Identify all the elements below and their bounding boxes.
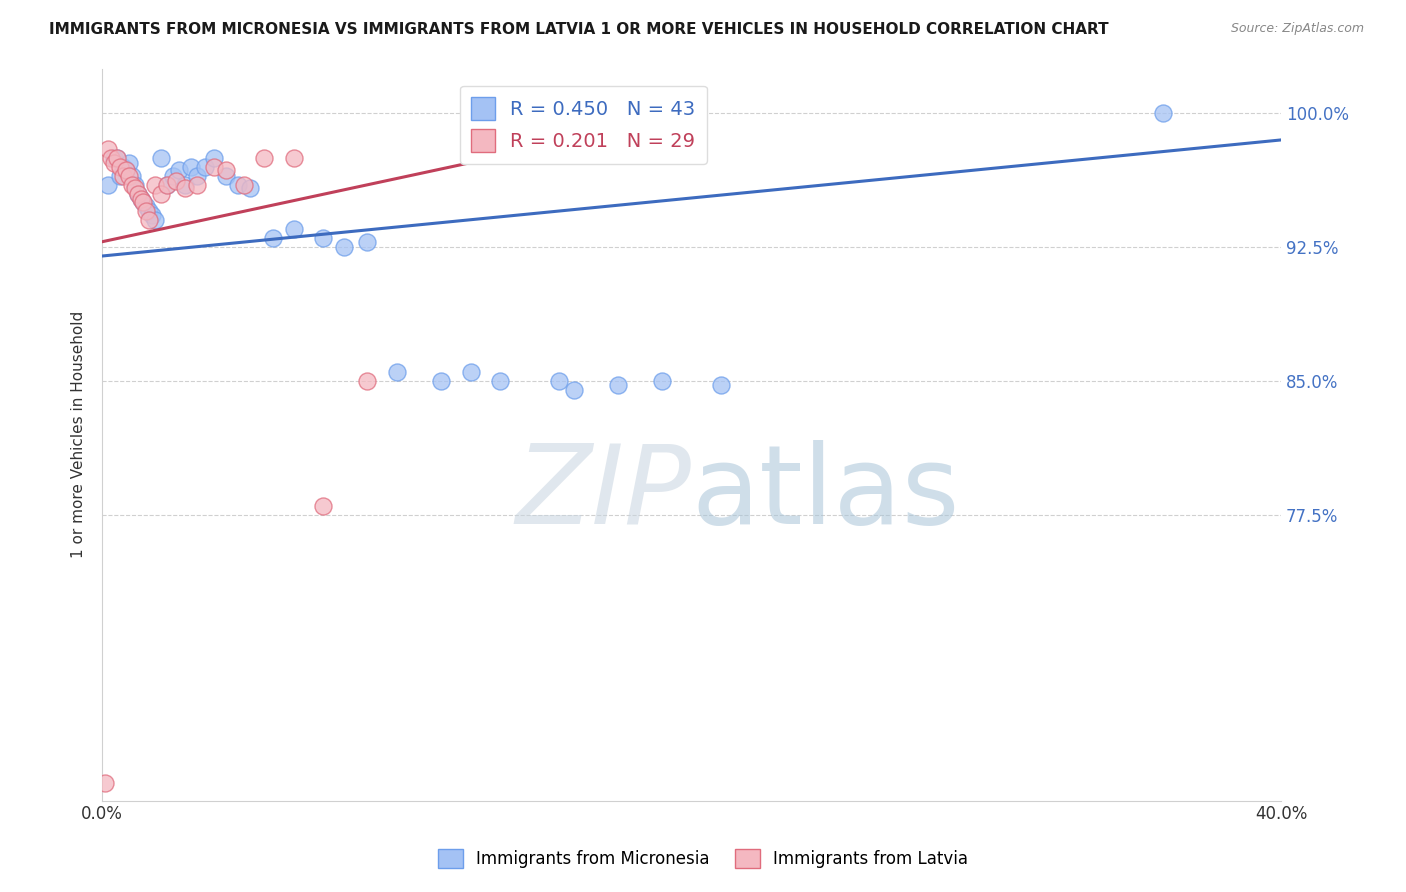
Point <box>283 222 305 236</box>
Point <box>100 151 122 165</box>
Point <box>460 365 482 379</box>
Point <box>97 142 120 156</box>
Point <box>132 195 155 210</box>
Point <box>118 169 141 183</box>
Point <box>232 178 254 192</box>
Point <box>173 181 195 195</box>
Point <box>489 374 512 388</box>
Point <box>138 204 160 219</box>
Legend: R = 0.450   N = 43, R = 0.201   N = 29: R = 0.450 N = 43, R = 0.201 N = 29 <box>460 86 707 163</box>
Point <box>94 776 117 790</box>
Point <box>186 169 208 183</box>
Point <box>97 178 120 192</box>
Point <box>333 240 356 254</box>
Point <box>150 186 173 201</box>
Y-axis label: 1 or more Vehicles in Household: 1 or more Vehicles in Household <box>72 311 86 558</box>
Point <box>111 169 134 183</box>
Point <box>124 181 146 195</box>
Point <box>129 192 152 206</box>
Point <box>127 186 149 201</box>
Point <box>202 160 225 174</box>
Point <box>162 169 184 183</box>
Point <box>127 186 149 201</box>
Point <box>124 178 146 192</box>
Text: IMMIGRANTS FROM MICRONESIA VS IMMIGRANTS FROM LATVIA 1 OR MORE VEHICLES IN HOUSE: IMMIGRANTS FROM MICRONESIA VS IMMIGRANTS… <box>49 22 1109 37</box>
Point <box>103 151 125 165</box>
Point <box>156 178 179 192</box>
Point <box>215 169 238 183</box>
Point <box>312 499 335 513</box>
Point <box>1152 106 1174 120</box>
Point <box>253 151 276 165</box>
Point <box>141 208 163 222</box>
Point <box>143 178 166 192</box>
Point <box>356 374 378 388</box>
Point <box>108 169 131 183</box>
Point <box>238 181 260 195</box>
Point <box>114 163 136 178</box>
Point <box>165 174 187 188</box>
Point <box>606 377 628 392</box>
Text: ZIP: ZIP <box>516 440 692 547</box>
Point <box>132 195 155 210</box>
Point <box>562 383 585 397</box>
Point <box>135 204 157 219</box>
Point <box>262 231 284 245</box>
Point <box>103 156 125 170</box>
Point <box>150 151 173 165</box>
Point <box>143 213 166 227</box>
Point <box>138 213 160 227</box>
Point <box>385 365 408 379</box>
Point <box>167 163 190 178</box>
Point <box>430 374 453 388</box>
Text: atlas: atlas <box>692 440 960 547</box>
Point <box>121 169 143 183</box>
Point <box>105 151 128 165</box>
Point <box>114 163 136 178</box>
Point <box>710 377 733 392</box>
Point <box>356 235 378 249</box>
Point <box>202 151 225 165</box>
Point <box>226 178 249 192</box>
Point <box>129 192 152 206</box>
Point <box>548 374 571 388</box>
Point <box>173 178 195 192</box>
Text: Source: ZipAtlas.com: Source: ZipAtlas.com <box>1230 22 1364 36</box>
Point <box>180 160 202 174</box>
Point <box>105 151 128 165</box>
Legend: Immigrants from Micronesia, Immigrants from Latvia: Immigrants from Micronesia, Immigrants f… <box>432 842 974 875</box>
Point <box>651 374 673 388</box>
Point <box>118 156 141 170</box>
Point <box>156 178 179 192</box>
Point <box>186 178 208 192</box>
Point <box>121 178 143 192</box>
Point <box>215 163 238 178</box>
Point <box>108 160 131 174</box>
Point <box>135 199 157 213</box>
Point <box>312 231 335 245</box>
Point <box>111 160 134 174</box>
Point <box>283 151 305 165</box>
Point <box>194 160 217 174</box>
